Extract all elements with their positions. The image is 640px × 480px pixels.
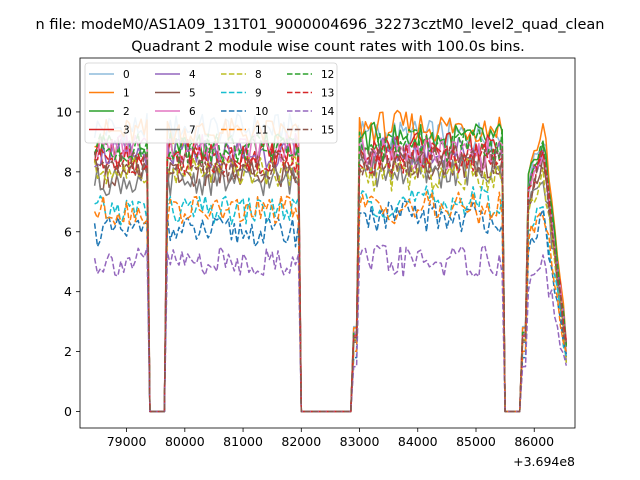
figure-suptitle: n file: modeM0/AS1A09_131T01_9000004696_… [36,17,605,33]
series-line-13 [94,140,568,413]
legend-label-3: 3 [123,125,130,137]
y-tick-label: 2 [64,344,72,359]
x-tick-label: 79000 [107,434,147,449]
x-tick-label: 84000 [398,434,438,449]
legend-label-10: 10 [255,106,268,118]
y-tick-label: 10 [56,104,72,119]
legend-label-11: 11 [255,125,268,137]
plot-area: 79000 80000 81000 82000 83000 84000 85000 86000… [56,57,576,449]
axes-frame [79,57,576,429]
series-line-15 [93,143,567,413]
y-tick-label: 6 [64,224,72,239]
legend-label-6: 6 [189,106,196,118]
x-tick-label: 83000 [340,434,380,449]
legend-label-12: 12 [321,69,334,81]
legend-label-7: 7 [189,125,196,137]
legend-label-9: 9 [255,88,262,100]
legend-label-0: 0 [123,69,130,81]
legend-label-8: 8 [255,69,262,81]
legend-label-5: 5 [189,88,196,100]
x-tick-label: 85000 [456,434,496,449]
y-tick-label: 4 [64,284,72,299]
legend-label-15: 15 [321,125,334,137]
legend-label-4: 4 [189,69,196,81]
series-lines [93,109,568,413]
legend-label-13: 13 [321,88,334,100]
legend-box [84,62,338,144]
x-tick-label: 86000 [514,434,554,449]
y-tick-label: 0 [64,404,72,419]
x-offset-label: +3.694e8 [513,454,575,469]
x-tick-label: 81000 [223,434,263,449]
chart-title: Quadrant 2 module wise count rates with … [131,39,525,55]
legend-label-14: 14 [321,106,335,118]
y-tick-label: 8 [64,164,72,179]
legend-label-1: 1 [123,88,130,100]
legend-label-2: 2 [123,106,130,118]
x-tick-label: 80000 [165,434,205,449]
x-tick-label: 82000 [281,434,321,449]
